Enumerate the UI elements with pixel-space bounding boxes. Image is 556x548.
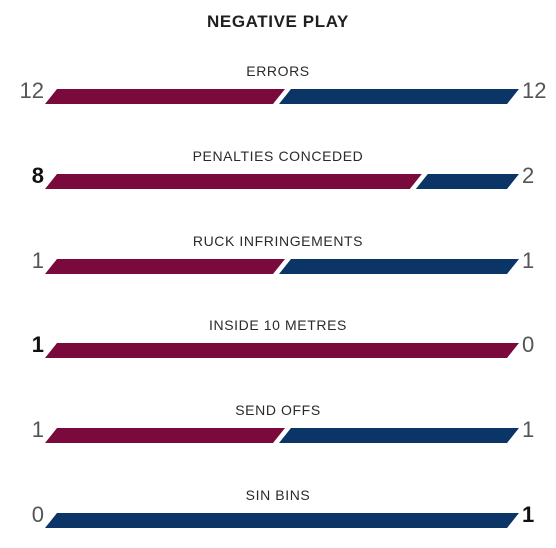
stat-label: RUCK INFRINGEMENTS <box>192 233 364 249</box>
away-bar <box>279 428 519 443</box>
home-value: 1 <box>31 417 44 442</box>
home-bar <box>45 343 519 358</box>
away-value: 1 <box>522 502 535 527</box>
away-bar <box>279 89 519 104</box>
home-bar <box>45 89 285 104</box>
stat-bars <box>45 343 519 358</box>
section-title: NEGATIVE PLAY <box>207 12 349 31</box>
stat-label: ERRORS <box>246 63 310 79</box>
away-value: 1 <box>522 417 535 442</box>
home-value: 1 <box>31 248 44 273</box>
stat-bars <box>45 259 519 274</box>
stat-bars <box>45 89 519 104</box>
stat-label: INSIDE 10 METRES <box>209 317 347 333</box>
home-value: 8 <box>31 163 44 188</box>
home-bar <box>45 428 285 443</box>
away-value: 2 <box>522 163 535 188</box>
away-value: 1 <box>522 248 535 273</box>
away-bar <box>279 259 519 274</box>
home-bar <box>45 259 285 274</box>
away-value: 12 <box>522 78 547 103</box>
stat-bars <box>45 428 519 443</box>
away-bar <box>415 174 519 189</box>
stat-row-inside-10-metres: INSIDE 10 METRES 1 0 <box>0 317 556 377</box>
home-value: 0 <box>31 502 44 527</box>
stat-label: SEND OFFS <box>235 402 321 418</box>
stat-label: PENALTIES CONCEDED <box>192 148 364 164</box>
stat-label: SIN BINS <box>245 487 311 503</box>
home-bar <box>45 174 422 189</box>
stat-row-send-offs: SEND OFFS 1 1 <box>0 402 556 462</box>
stat-row-ruck-infringements: RUCK INFRINGEMENTS 1 1 <box>0 233 556 293</box>
stat-row-sin-bins: SIN BINS 0 1 <box>0 487 556 547</box>
away-bar <box>45 513 519 528</box>
stat-bars <box>45 513 519 528</box>
away-value: 0 <box>522 332 535 357</box>
home-value: 1 <box>31 332 44 357</box>
stat-bars <box>45 174 519 189</box>
stat-row-errors: ERRORS 12 12 <box>0 63 556 123</box>
stat-row-penalties-conceded: PENALTIES CONCEDED 8 2 <box>0 148 556 208</box>
home-value: 12 <box>19 78 44 103</box>
